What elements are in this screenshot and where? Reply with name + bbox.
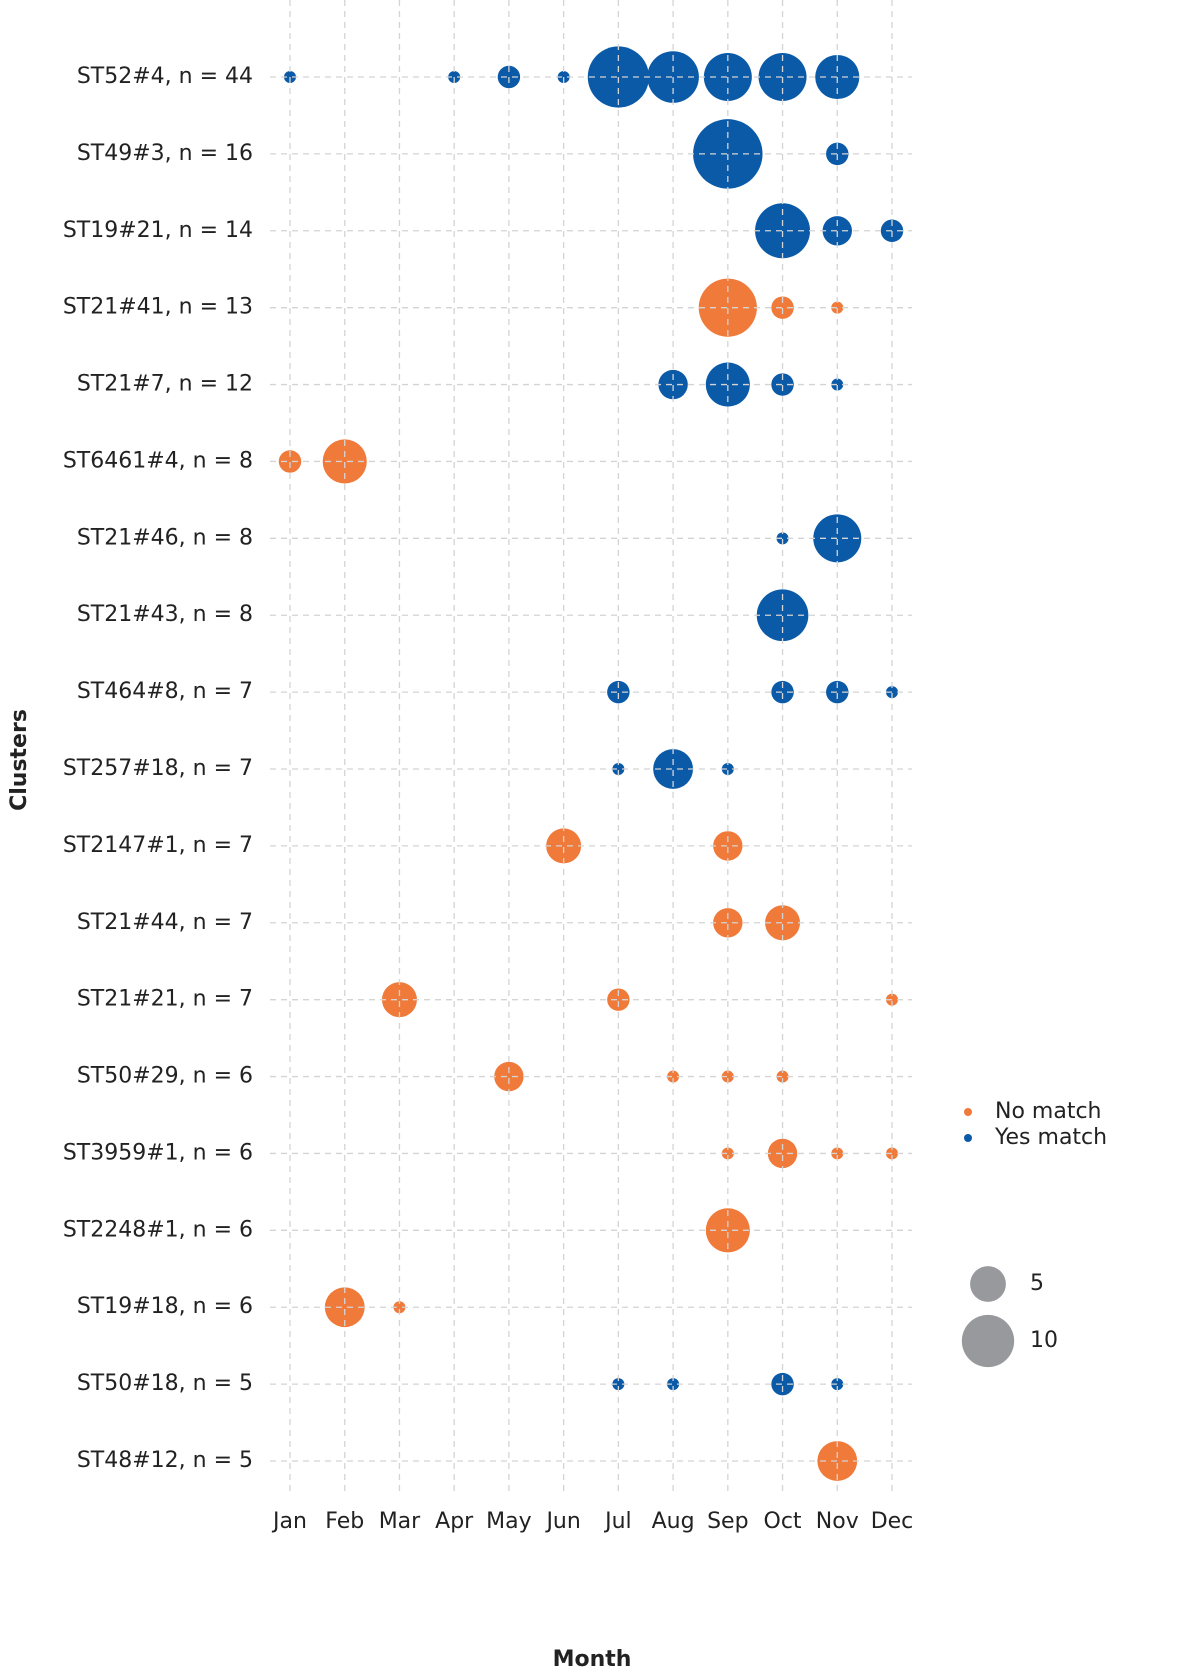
y-tick-label: ST19#18, n = 6 [77,1294,253,1319]
size-legend-label: 5 [1030,1271,1044,1296]
bubble [667,1070,680,1083]
bubble [756,589,809,642]
bubble [607,680,630,704]
y-tick-label: ST2147#1, n = 7 [63,833,253,858]
y-tick-label: ST21#7, n = 12 [77,372,253,397]
x-tick-label: Dec [871,1509,914,1534]
bubble [322,439,367,484]
bubble [705,362,750,407]
bubble [278,450,302,473]
y-tick-label: ST6461#4, n = 8 [63,448,253,473]
bubble [721,1147,734,1160]
bubble [765,905,801,941]
bubble [721,1070,734,1083]
x-axis-title: Month [553,1647,632,1672]
y-tick-label: ST52#4, n = 44 [77,64,253,89]
bubble [880,219,904,243]
bubble [494,1061,524,1092]
bubble [886,993,898,1006]
bubble [771,1372,794,1396]
bubble [817,1441,858,1481]
bubble [381,982,417,1018]
x-tick-label: May [486,1509,531,1534]
bubble [771,373,794,396]
size-legend-key [970,1266,1006,1302]
bubble [776,532,789,545]
bubble [658,369,688,400]
y-tick-label: ST21#46, n = 8 [77,525,253,550]
y-tick-label: ST21#41, n = 13 [63,295,253,320]
y-tick-label: ST257#18, n = 7 [63,756,253,781]
x-tick-label: Oct [764,1509,802,1534]
bubble [612,763,625,775]
size-legend-key [961,1314,1015,1368]
y-tick-label: ST50#29, n = 6 [77,1064,253,1089]
bubble [771,296,794,319]
bubble [886,1147,898,1160]
x-tick-label: Mar [379,1509,421,1534]
legend-label: No match [995,1099,1102,1124]
y-tick-label: ST19#21, n = 14 [63,218,253,243]
bubble [607,988,630,1011]
y-axis-title: Clusters [7,709,32,811]
legend-label: Yes match [994,1125,1107,1150]
y-tick-label: ST49#3, n = 16 [77,141,253,166]
bubble [393,1301,406,1314]
y-tick-label: ST21#44, n = 7 [77,910,253,935]
x-tick-label: Nov [816,1509,859,1534]
bubble [653,749,693,789]
bubble [831,378,844,391]
x-tick-label: Feb [325,1509,364,1534]
bubble [667,1378,680,1391]
bubble [755,203,811,259]
bubble [771,680,794,704]
bubble [698,278,757,337]
bubble [546,828,582,864]
x-tick-label: Sep [707,1509,748,1534]
bubble [813,514,862,563]
y-tick-label: ST3959#1, n = 6 [63,1140,253,1165]
bubble [767,1138,798,1169]
y-tick-label: ST50#18, n = 5 [77,1371,253,1396]
bubble [705,1208,750,1253]
bubble [826,680,849,704]
bubble [831,1378,844,1391]
x-tick-label: Jun [544,1509,580,1534]
x-tick-label: Apr [435,1509,474,1534]
bubble [776,1070,789,1083]
legend-key [964,1108,972,1116]
y-tick-label: ST2248#1, n = 6 [63,1217,253,1242]
size-legend-label: 10 [1030,1328,1058,1353]
bubble [693,119,763,189]
x-tick-label: Jul [603,1509,632,1534]
bubble [831,301,844,314]
bubble [713,831,743,861]
bubble [612,1378,625,1391]
x-tick-label: Aug [652,1509,695,1534]
bubble [324,1287,365,1328]
legend-key [964,1134,972,1142]
y-tick-label: ST21#43, n = 8 [77,602,253,627]
bubble [886,686,898,699]
y-tick-label: ST21#21, n = 7 [77,987,253,1012]
y-tick-label: ST464#8, n = 7 [77,679,253,704]
bubble [822,216,852,246]
y-tick-label: ST48#12, n = 5 [77,1448,253,1473]
bubble [721,763,734,775]
bubble [831,1147,844,1160]
bubble [826,142,849,166]
bubble [713,908,743,938]
x-tick-label: Jan [271,1509,307,1534]
